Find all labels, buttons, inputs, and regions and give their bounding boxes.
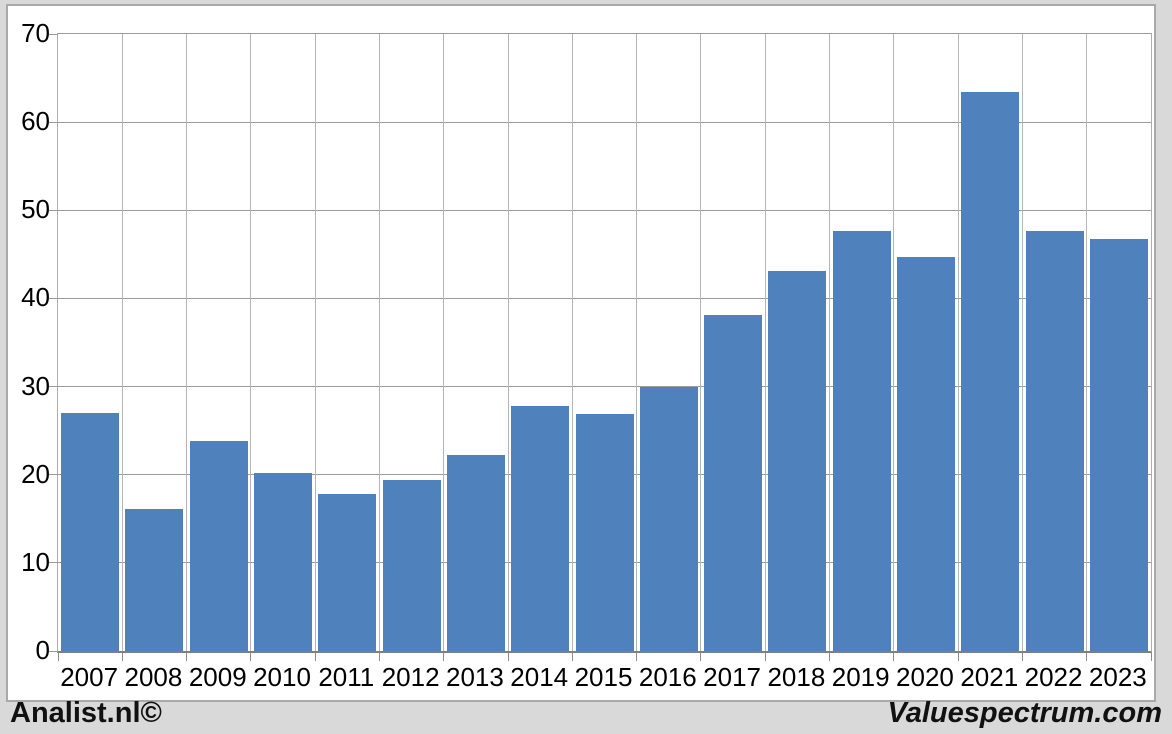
x-axis-tick-5 — [378, 653, 380, 661]
vertical-gridline-9 — [636, 34, 638, 651]
y-axis-label-70: 70 — [21, 18, 50, 48]
y-axis-label-0: 0 — [35, 635, 50, 665]
x-axis-tick-4 — [314, 653, 316, 661]
bar-2021 — [961, 92, 1020, 651]
horizontal-gridline-40 — [58, 297, 1151, 299]
x-axis-label-2013: 2013 — [445, 662, 504, 692]
bar-2007 — [61, 413, 120, 651]
bar-2016 — [639, 386, 698, 651]
bar-2020 — [896, 257, 955, 651]
horizontal-gridline-50 — [58, 209, 1151, 211]
x-axis-label-2010: 2010 — [253, 662, 311, 692]
x-axis-tick-6 — [443, 653, 445, 661]
y-axis-label-30: 30 — [21, 370, 50, 401]
x-axis-label-2012: 2012 — [381, 662, 440, 692]
x-axis-label-2014: 2014 — [510, 662, 569, 692]
horizontal-gridline-30 — [58, 386, 1151, 388]
x-axis-label-2011: 2011 — [318, 662, 375, 692]
x-axis-label-2017: 2017 — [703, 662, 761, 692]
vertical-gridline-4 — [314, 34, 316, 651]
y-axis-label-40: 40 — [21, 282, 50, 313]
x-axis-tick-13 — [893, 653, 895, 661]
x-axis-tick-8 — [571, 653, 573, 661]
y-axis-label-50: 50 — [21, 194, 50, 225]
y-axis-tick-0 — [49, 650, 58, 652]
bar-2017 — [704, 315, 763, 651]
y-axis-label-60: 60 — [21, 106, 50, 137]
horizontal-gridline-60 — [58, 121, 1151, 123]
bar-2010 — [254, 472, 313, 651]
x-axis-tick-17 — [1150, 653, 1152, 661]
y-axis-tick-10 — [49, 562, 58, 564]
x-axis-label-2019: 2019 — [831, 662, 890, 692]
x-axis-tick-0 — [57, 653, 59, 661]
vertical-gridline-16 — [1086, 34, 1088, 651]
y-axis-tick-70 — [49, 33, 58, 35]
y-axis-label-10: 10 — [21, 546, 50, 577]
vertical-gridline-11 — [764, 34, 766, 651]
x-axis-tick-15 — [1021, 653, 1023, 661]
vertical-gridline-6 — [443, 34, 445, 651]
x-axis-tick-14 — [957, 653, 959, 661]
bar-2009 — [189, 441, 248, 651]
x-axis-tick-7 — [507, 653, 509, 661]
x-axis-tick-1 — [121, 653, 123, 661]
vertical-gridline-1 — [121, 34, 123, 651]
x-axis-tick-2 — [186, 653, 188, 661]
x-axis-label-2015: 2015 — [574, 662, 633, 692]
x-axis-label-2016: 2016 — [638, 662, 697, 692]
x-axis-tick-16 — [1086, 653, 1088, 661]
y-axis-tick-30 — [49, 386, 58, 388]
x-axis-label-2020: 2020 — [896, 662, 954, 692]
bar-2008 — [125, 509, 184, 651]
vertical-gridline-8 — [571, 34, 573, 651]
x-axis-label-2007: 2007 — [60, 662, 119, 692]
x-axis-label-2018: 2018 — [767, 662, 826, 692]
bar-2012 — [382, 480, 441, 651]
vertical-gridline-10 — [700, 34, 702, 651]
plot-area — [49, 33, 1152, 661]
x-axis-tick-9 — [636, 653, 638, 661]
branding-bar: Analist.nl© Valuespectrum.com — [0, 698, 1172, 734]
vertical-gridline-14 — [957, 34, 959, 651]
bar-2014 — [511, 405, 570, 651]
branding-valuespectrum: Valuespectrum.com — [887, 697, 1162, 729]
x-axis-label-2009: 2009 — [188, 662, 247, 692]
y-axis-tick-20 — [49, 474, 58, 476]
x-axis-label-2008: 2008 — [124, 662, 183, 692]
x-axis-tick-11 — [764, 653, 766, 661]
vertical-gridline-12 — [829, 34, 831, 651]
x-axis-label-2023: 2023 — [1088, 662, 1147, 692]
vertical-gridline-15 — [1021, 34, 1023, 651]
branding-analist: Analist.nl© — [10, 697, 162, 729]
vertical-gridline-2 — [186, 34, 188, 651]
bar-2019 — [832, 230, 891, 651]
x-axis-label-2022: 2022 — [1024, 662, 1083, 692]
vertical-gridline-7 — [507, 34, 509, 651]
bar-2023 — [1089, 239, 1148, 651]
vertical-gridline-13 — [893, 34, 895, 651]
x-axis-label-2021: 2021 — [960, 662, 1019, 692]
y-axis-tick-60 — [49, 121, 58, 123]
chart-frame: 0 10 20 30 40 50 60 70 2007 2008 2009 2010 2011 2012… — [6, 4, 1156, 702]
y-axis-tick-50 — [49, 209, 58, 211]
bar-2013 — [446, 455, 505, 651]
bar-2015 — [575, 413, 634, 651]
x-axis-tick-3 — [250, 653, 252, 661]
y-axis-tick-40 — [49, 297, 58, 299]
x-axis-tick-12 — [829, 653, 831, 661]
bar-2011 — [318, 494, 377, 651]
bar-2022 — [1025, 231, 1084, 651]
vertical-gridline-5 — [378, 34, 380, 651]
bar-2018 — [768, 271, 827, 651]
vertical-gridline-3 — [250, 34, 252, 651]
y-axis-label-20: 20 — [21, 458, 50, 489]
x-axis-tick-10 — [700, 653, 702, 661]
